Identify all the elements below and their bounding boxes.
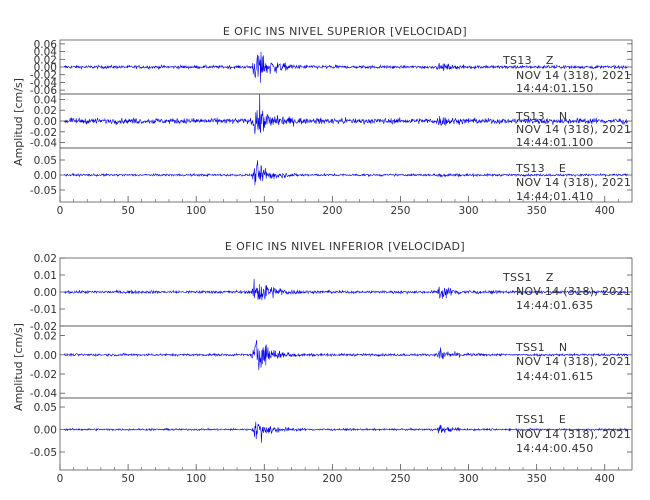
seismic-trace [63, 93, 629, 135]
time-label: 14:44:01.410 [516, 190, 594, 203]
x-tick-label: 0 [57, 473, 64, 485]
date-label: NOV 14 (318), 2021 [516, 123, 631, 136]
y-ticks: 0.040.020.00-0.02-0.04 [30, 94, 632, 150]
seismic-trace [63, 278, 629, 301]
x-tick-label: 200 [322, 205, 342, 217]
station-label: TS13 N [515, 110, 567, 123]
x-tick-label: 250 [390, 473, 410, 485]
y-ticks: 0.060.040.020.00-0.02-0.04-0.06 [30, 39, 632, 97]
seismic-trace [63, 51, 629, 83]
y-tick-label: -0.02 [30, 369, 57, 381]
time-label: 14:44:01.635 [516, 299, 594, 312]
y-tick-label: 0.04 [34, 94, 58, 106]
x-tick-label: 250 [390, 205, 410, 217]
x-tick-label: 400 [595, 205, 615, 217]
y-tick-label: -0.04 [30, 388, 57, 400]
station-label: TS13 Z [502, 54, 554, 67]
seismic-trace [63, 421, 629, 443]
y-tick-label: 0.00 [34, 62, 57, 74]
y-ticks: 0.05 0.00 -0.05 [30, 402, 632, 459]
y-ticks: 0.05 0.00 -0.05 [30, 155, 632, 197]
x-tick-label: 350 [527, 473, 547, 485]
upper-trace-n: 0.040.020.00-0.02-0.04 TS13 N NOV 14 (318… [30, 93, 633, 150]
y-tick-label: -0.04 [30, 77, 57, 89]
y-tick-label: 0.01 [34, 270, 57, 282]
x-tick-label: 350 [527, 205, 547, 217]
upper-x-axis: 0 50 100 150 200 250 300 350 400 [57, 196, 619, 217]
y-tick-label: -0.05 [30, 447, 57, 459]
date-label: NOV 14 (318), 2021 [516, 176, 631, 189]
y-ticks: 0.02 0.01 0.00 -0.01 -0.02 [30, 253, 632, 333]
y-tick-label: -0.05 [30, 185, 57, 197]
time-label: 14:44:00.450 [516, 442, 594, 455]
x-tick-label: 150 [254, 205, 274, 217]
y-tick-label: -0.01 [30, 304, 57, 316]
date-label: NOV 14 (318), 2021 [516, 428, 631, 441]
x-tick-label: 150 [254, 473, 274, 485]
y-tick-label: 0.02 [34, 105, 57, 117]
x-tick-label: 50 [121, 473, 134, 485]
y-tick-label: -0.06 [30, 85, 57, 97]
date-label: NOV 14 (318), 2021 [516, 355, 631, 368]
y-tick-label: -0.02 [30, 321, 57, 333]
upper-chart: E OFIC INS NIVEL SUPERIOR [VELOCIDAD] Am… [12, 25, 633, 217]
upper-trace-z: 0.060.040.020.00-0.02-0.04-0.06 TS13 Z NO… [30, 39, 633, 97]
y-tick-label: 0.05 [34, 402, 57, 414]
station-label: TS13 E [515, 162, 566, 175]
seismic-trace [64, 160, 629, 186]
x-tick-label: 50 [121, 205, 134, 217]
y-tick-label: 0.02 [34, 253, 57, 265]
y-tick-label: 0.02 [34, 54, 57, 66]
time-label: 14:44:01.150 [516, 82, 594, 95]
lower-trace-e: 0.05 0.00 -0.05 TSS1 E NOV 14 (318), 2021 1… [30, 397, 633, 471]
y-tick-label: 0.00 [34, 116, 57, 128]
y-tick-label: 0.00 [34, 287, 57, 299]
x-tick-label: 0 [57, 205, 64, 217]
date-label: NOV 14 (318), 2021 [516, 69, 631, 82]
station-label: TSS1 Z [502, 271, 554, 284]
x-tick-label: 100 [186, 473, 206, 485]
seismic-trace [63, 340, 629, 371]
lower-chart-title: E OFIC INS NIVEL INFERIOR [VELOCIDAD] [225, 240, 465, 253]
x-tick-label: 300 [459, 473, 479, 485]
upper-y-axis-label: Amplitud [cm/s] [12, 78, 25, 166]
lower-chart: E OFIC INS NIVEL INFERIOR [VELOCIDAD] Am… [12, 240, 633, 485]
lower-x-axis: 0 50 100 150 200 250 300 350 400 [57, 464, 619, 485]
time-label: 14:44:01.615 [516, 370, 594, 383]
date-label: NOV 14 (318), 2021 [516, 285, 631, 298]
station-label: TSS1 E [515, 413, 566, 426]
y-tick-label: -0.04 [30, 138, 57, 150]
y-tick-label: 0.05 [34, 155, 57, 167]
station-label: TSS1 N [515, 341, 567, 354]
lower-trace-z: 0.02 0.01 0.00 -0.01 -0.02 TSS1 Z NOV 14 (318… [30, 253, 633, 333]
upper-trace-e: 0.05 0.00 -0.05 TS13 E NOV 14 (318), 2021 1… [30, 147, 633, 203]
x-tick-label: 300 [459, 205, 479, 217]
upper-chart-title: E OFIC INS NIVEL SUPERIOR [VELOCIDAD] [223, 25, 467, 38]
x-tick-label: 200 [322, 473, 342, 485]
y-tick-label: 0.00 [34, 350, 57, 362]
y-tick-label: -0.02 [30, 127, 57, 139]
time-label: 14:44:01.100 [516, 136, 594, 149]
x-tick-label: 400 [595, 473, 615, 485]
y-tick-label: 0.00 [34, 170, 57, 182]
y-tick-label: 0.02 [34, 331, 57, 343]
y-tick-label: 0.04 [34, 47, 58, 59]
y-tick-label: 0.06 [34, 39, 58, 51]
lower-trace-n: 0.02 0.00 -0.02 -0.04 TSS1 N NOV 14 (318), 2… [30, 325, 633, 400]
y-tick-label: 0.00 [34, 425, 57, 437]
y-tick-label: -0.02 [30, 70, 57, 82]
x-tick-label: 100 [186, 205, 206, 217]
lower-y-axis-label: Amplitud [cm/s] [12, 323, 25, 411]
y-ticks: 0.02 0.00 -0.02 -0.04 [30, 331, 632, 400]
